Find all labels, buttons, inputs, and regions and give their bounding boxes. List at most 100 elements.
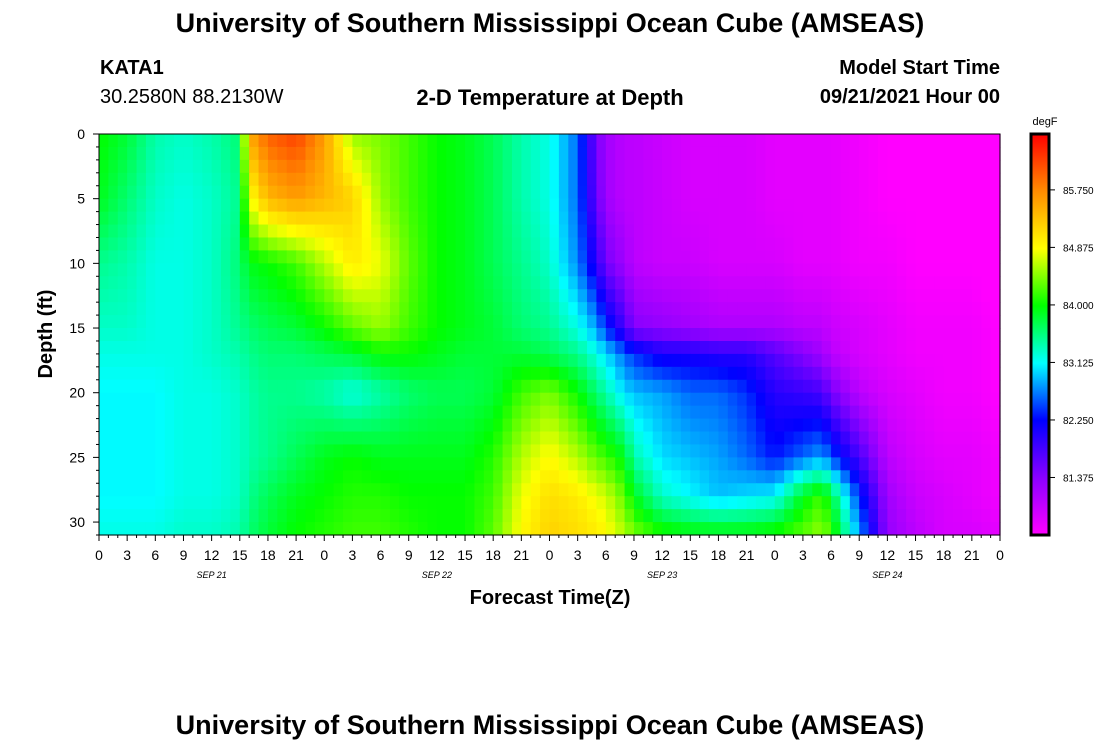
heatmap-cell [953,431,964,446]
heatmap-cell [737,134,748,148]
x-tick-label: 3 [799,547,807,563]
heatmap-cell [577,263,588,277]
heatmap-cell [511,289,522,303]
heatmap-cell [643,340,654,355]
heatmap-cell [436,496,447,510]
heatmap-cell [474,146,485,161]
heatmap-cell [108,159,119,174]
heatmap-cell [108,328,119,342]
heatmap-cell [286,379,297,394]
heatmap-cell [380,276,391,290]
heatmap-cell [530,457,541,471]
heatmap-cell [953,392,964,407]
heatmap-cell [389,418,400,433]
heatmap-cell [117,328,128,342]
heatmap-cell [427,146,438,161]
heatmap-cell [361,379,372,394]
heatmap-cell [990,522,1001,536]
heatmap-cell [596,366,607,381]
heatmap-cell [784,379,795,394]
heatmap-cell [596,496,607,510]
heatmap-cell [859,315,870,329]
heatmap-cell [352,405,363,420]
heatmap-cell [718,146,729,161]
heatmap-cell [793,302,804,316]
heatmap-cell [305,276,316,290]
heatmap-cell [709,418,720,433]
heatmap-cell [793,366,804,381]
heatmap-cell [493,340,504,355]
heatmap-cell [934,470,945,484]
heatmap-cell [793,418,804,433]
heatmap-cell [896,315,907,329]
heatmap-cell [502,185,513,200]
heatmap-cell [502,405,513,420]
heatmap-cell [699,457,710,471]
x-tick-label: 0 [771,547,779,563]
heatmap-cell [802,172,813,187]
heatmap-cell [305,315,316,329]
heatmap-cell [127,379,138,394]
heatmap-cell [812,522,823,536]
heatmap-cell [436,431,447,446]
heatmap-cell [286,509,297,523]
heatmap-cell [840,509,851,523]
heatmap-cell [849,366,860,381]
heatmap-cell [877,444,888,458]
heatmap-cell [277,276,288,290]
heatmap-cell [671,172,682,187]
heatmap-cell [596,172,607,187]
heatmap-cell [192,211,203,226]
heatmap-cell [784,315,795,329]
heatmap-cell [990,146,1001,161]
heatmap-cell [990,172,1001,187]
heatmap-cell [746,250,757,264]
heatmap-cell [155,263,166,277]
heatmap-cell [286,392,297,407]
heatmap-cell [286,405,297,420]
heatmap-cell [502,522,513,536]
heatmap-cell [718,392,729,407]
heatmap-cell [174,340,185,355]
heatmap-cell [896,146,907,161]
heatmap-cell [765,159,776,174]
heatmap-cell [643,405,654,420]
heatmap-cell [671,237,682,252]
heatmap-cell [784,522,795,536]
heatmap-cell [737,418,748,433]
x-tick-label: 9 [180,547,188,563]
heatmap-cell [849,444,860,458]
heatmap-cell [192,185,203,200]
heatmap-cell [690,405,701,420]
heatmap-cell [643,392,654,407]
heatmap-cell [436,250,447,264]
heatmap-cell [633,457,644,471]
heatmap-cell [305,159,316,174]
heatmap-cell [727,289,738,303]
heatmap-cell [305,496,316,510]
heatmap-cell [502,496,513,510]
heatmap-cell [896,289,907,303]
heatmap-cell [117,405,128,420]
heatmap-cell [784,134,795,148]
heatmap-cell [155,496,166,510]
heatmap-cell [389,340,400,355]
heatmap-cell [483,509,494,523]
heatmap-cell [436,276,447,290]
heatmap-cell [277,353,288,368]
heatmap-cell [924,366,935,381]
heatmap-cell [924,457,935,471]
heatmap-cell [755,185,766,200]
heatmap-cell [643,250,654,264]
heatmap-cell [568,418,579,433]
heatmap-cell [286,328,297,342]
heatmap-cell [624,250,635,264]
heatmap-cell [924,483,935,497]
heatmap-cell [436,263,447,277]
heatmap-cell [615,431,626,446]
heatmap-cell [202,522,213,536]
heatmap-cell [511,185,522,200]
heatmap-cell [483,276,494,290]
heatmap-cell [887,457,898,471]
heatmap-cell [540,237,551,252]
